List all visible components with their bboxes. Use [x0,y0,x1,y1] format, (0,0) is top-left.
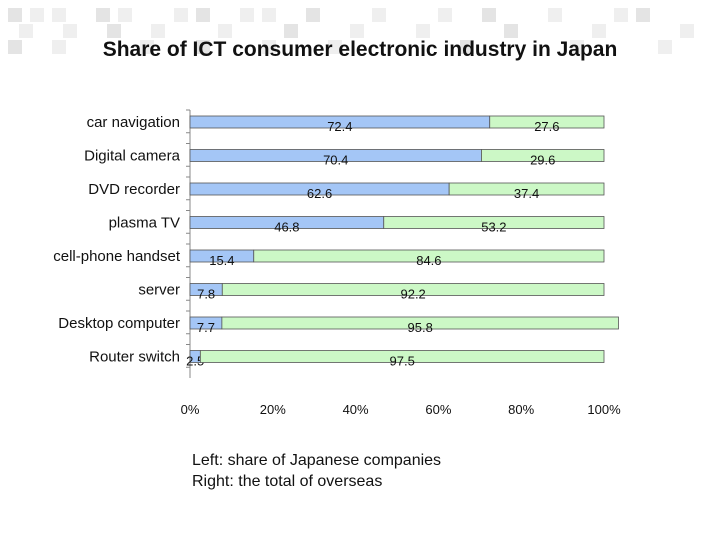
data-label: 37.4 [514,186,539,201]
decor-square [107,24,121,38]
decor-square [548,8,562,22]
data-label: 29.6 [530,153,555,168]
data-label: 62.6 [307,186,332,201]
decor-square [30,8,44,22]
category-label: plasma TV [109,215,180,232]
decor-square [8,8,22,22]
data-label: 7.7 [197,320,215,335]
note-line-left: Left: share of Japanese companies [192,452,442,469]
bar-overseas [481,149,605,162]
decor-square [151,24,165,38]
category-label: Digital camera [84,148,181,165]
bar-overseas [489,115,605,129]
decor-square [52,8,66,22]
chart-title: Share of ICT consumer electronic industr… [102,38,618,61]
data-label: 27.6 [534,119,559,134]
decor-square [592,24,606,38]
data-label: 7.8 [197,287,215,302]
data-label: 2.5 [186,354,204,369]
header-pattern [8,8,694,54]
data-label: 72.4 [327,119,352,134]
data-label: 92.2 [400,287,425,302]
decor-square [96,8,110,22]
decor-square [63,24,77,38]
category-label: DVD recorder [88,181,180,198]
x-tick-label: 60% [425,402,451,417]
decor-square [680,24,694,38]
x-tick-label: 100% [587,402,621,417]
decor-square [218,24,232,38]
decor-square [504,24,518,38]
decor-square [52,40,66,54]
x-tick-label: 0% [181,402,200,417]
x-tick-label: 80% [508,402,534,417]
decor-square [196,40,210,54]
x-tick-label: 40% [343,402,369,417]
decor-square [328,40,342,54]
decor-square [460,40,474,54]
decor-square [350,24,364,38]
decor-square [196,8,210,22]
decor-square [118,8,132,22]
decor-square [416,24,430,38]
decor-square [8,40,22,54]
bar-overseas [253,249,605,263]
category-label: server [138,282,180,299]
decor-square [240,8,254,22]
category-label: Router switch [89,349,180,366]
bar-overseas [199,350,605,363]
bar-overseas [448,182,605,196]
decor-square [19,24,33,38]
decor-square [372,8,386,22]
bar-overseas [383,216,605,229]
data-label: 84.6 [416,253,441,268]
decor-square [306,8,320,22]
decor-square [658,40,672,54]
chart-note: Left: share of Japanese companies Right:… [192,450,441,492]
decor-square [570,40,584,54]
bar-overseas [221,316,619,330]
data-label: 15.4 [209,253,234,268]
category-label: Desktop computer [58,315,180,332]
decor-square [174,8,188,22]
decor-square [284,24,298,38]
decor-square [614,8,628,22]
x-tick-label: 20% [260,402,286,417]
data-label: 70.4 [323,153,348,168]
decor-square [262,40,276,54]
data-label: 97.5 [390,354,415,369]
data-label: 95.8 [408,320,433,335]
decor-square [140,40,154,54]
decor-square [262,8,276,22]
bar-overseas [221,283,605,296]
category-label: cell-phone handset [53,248,181,265]
decor-square [636,8,650,22]
note-line-right: Right: the total of overseas [192,473,383,490]
category-label: car navigation [87,114,180,131]
decor-square [438,8,452,22]
data-label: 53.2 [481,220,506,235]
data-label: 46.8 [274,220,299,235]
decor-square [482,8,496,22]
